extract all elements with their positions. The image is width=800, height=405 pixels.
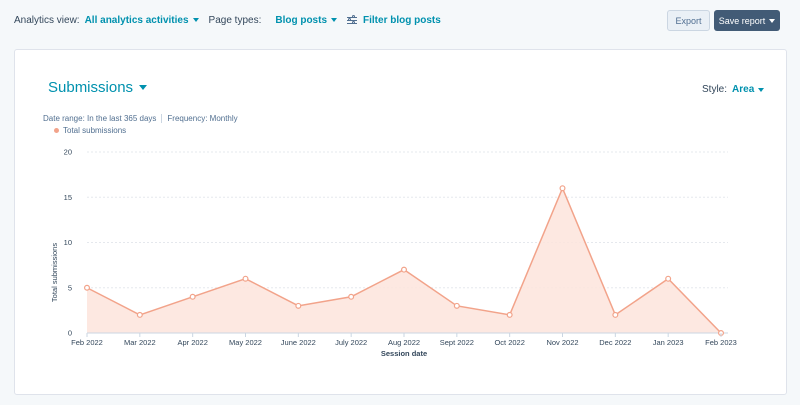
legend-swatch <box>54 128 59 133</box>
data-point[interactable] <box>506 311 513 318</box>
y-tick-label: 5 <box>68 283 72 292</box>
report-card: Submissions Style: Area Date range: In t… <box>14 49 787 395</box>
x-tick-label: Feb 2023 <box>705 338 737 347</box>
y-tick-label: 20 <box>64 148 72 157</box>
x-tick-label: July 2022 <box>335 338 367 347</box>
chevron-down-icon <box>769 18 776 23</box>
data-point[interactable] <box>136 311 143 318</box>
filter-blog-posts-button[interactable]: Filter blog posts <box>347 15 441 26</box>
legend-label: Total submissions <box>63 126 127 135</box>
data-point[interactable] <box>559 185 566 192</box>
series-points <box>83 185 724 337</box>
x-tick-label: June 2022 <box>281 338 316 347</box>
chevron-down-icon <box>331 18 338 22</box>
chevron-down-icon <box>139 85 148 90</box>
y-axis-ticks: 0 5 10 15 20 <box>64 148 72 338</box>
style-label: Style: <box>702 84 728 95</box>
x-tick-label: Jan 2023 <box>653 338 684 347</box>
data-point[interactable] <box>83 284 90 291</box>
x-tick-label: Feb 2022 <box>71 338 103 347</box>
chevron-down-icon <box>758 87 765 92</box>
y-tick-label: 15 <box>64 193 72 202</box>
page-types-value: Blog posts <box>275 14 328 26</box>
data-point[interactable] <box>295 302 302 309</box>
data-point[interactable] <box>242 275 249 282</box>
filter-blog-posts-label: Filter blog posts <box>363 14 441 26</box>
style-dropdown[interactable]: Area <box>732 84 765 95</box>
style-value: Area <box>732 84 755 95</box>
y-axis-title: Total submissions <box>50 243 59 302</box>
series-area <box>87 188 721 333</box>
x-tick-label: Nov 2022 <box>546 338 578 347</box>
x-tick-label: Aug 2022 <box>388 338 420 347</box>
report-meta: Date range: In the last 365 days Frequen… <box>43 114 238 123</box>
data-point[interactable] <box>401 266 408 273</box>
page-types-dropdown[interactable]: Blog posts <box>275 14 338 26</box>
chart-grid <box>87 151 728 289</box>
x-tick-label: May 2022 <box>229 338 262 347</box>
report-title: Submissions <box>48 79 134 96</box>
data-point[interactable] <box>189 293 196 300</box>
data-point[interactable] <box>612 311 619 318</box>
meta-divider <box>161 114 163 123</box>
frequency-text: Frequency: Monthly <box>167 114 238 123</box>
y-tick-label: 10 <box>64 238 72 247</box>
export-button[interactable]: Export <box>667 10 710 31</box>
analytics-view-dropdown[interactable]: All analytics activities <box>85 15 199 26</box>
style-selector: Style: Area <box>702 84 765 95</box>
save-report-button[interactable]: Save report <box>714 10 780 31</box>
x-axis-title: Session date <box>381 349 427 358</box>
report-toolbar: Analytics view: All analytics activities… <box>0 0 800 40</box>
page-types-label: Page types: <box>208 14 262 26</box>
chart-legend[interactable]: Total submissions <box>54 126 126 135</box>
x-tick-label: Dec 2022 <box>599 338 631 347</box>
date-range-text: Date range: In the last 365 days <box>43 114 157 123</box>
save-report-label: Save report <box>718 15 766 26</box>
y-tick-label: 0 <box>68 329 72 338</box>
data-point[interactable] <box>453 302 460 309</box>
data-point[interactable] <box>665 275 672 282</box>
x-tick-label: Mar 2022 <box>124 338 156 347</box>
x-axis-ticks: Feb 2022 Mar 2022 Apr 2022 May 2022 June 202… <box>71 333 737 347</box>
x-tick-label: Oct 2022 <box>494 338 524 347</box>
analytics-view-value: All analytics activities <box>84 14 189 26</box>
analytics-view-label: Analytics view: <box>14 14 80 26</box>
filter-icon <box>347 15 358 25</box>
x-tick-label: Sept 2022 <box>440 338 474 347</box>
x-tick-label: Apr 2022 <box>177 338 207 347</box>
chevron-down-icon <box>192 18 199 22</box>
report-title-dropdown[interactable]: Submissions <box>48 79 148 96</box>
data-point[interactable] <box>348 293 355 300</box>
